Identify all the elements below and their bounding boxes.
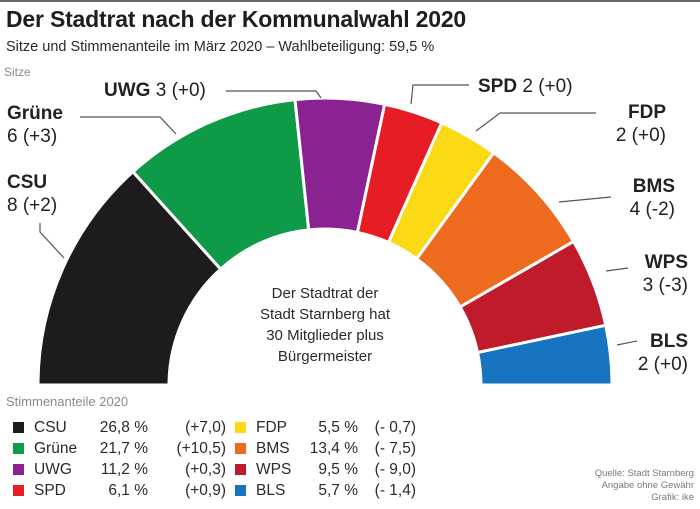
party-name: SPD — [478, 76, 518, 97]
leader-line-bls — [616, 340, 638, 346]
legend-party: Grüne — [34, 439, 78, 457]
legend-party: BMS — [256, 439, 290, 457]
party-name: BMS — [632, 176, 675, 197]
legend-vote-pct: 13,4 % — [309, 439, 358, 457]
seat-count: 2 (+0) — [615, 125, 666, 146]
party-name: FDP — [628, 102, 666, 123]
seat-label-spd: SPD 2 (+0) — [478, 75, 573, 98]
center-line: 30 Mitglieder plus — [266, 327, 384, 344]
leader-line-uwg — [226, 90, 322, 99]
leader-line-wps — [605, 267, 629, 272]
source-line: Quelle: Stadt Starnberg — [594, 468, 694, 479]
legend-vote-pct: 5,7 % — [318, 481, 358, 499]
top-rule — [0, 0, 700, 2]
leader-line-csu — [39, 223, 65, 259]
legend-vote-change: (- 7,5) — [374, 439, 416, 457]
party-name: BLS — [650, 331, 688, 352]
leader-line-fdp — [475, 112, 596, 132]
center-annotation: Der Stadtrat der Stadt Starnberg hat 30 … — [240, 283, 410, 367]
party-name: UWG — [104, 80, 151, 101]
legend-column-right: FDP 5,5 % (- 0,7) BMS 13,4 % (- 7,5) WPS… — [235, 417, 416, 501]
legend-vote-pct: 11,2 % — [100, 460, 148, 478]
legend-swatch — [235, 422, 246, 433]
legend-vote-change: (+0,9) — [185, 481, 226, 499]
party-name: CSU — [7, 172, 48, 193]
legend-vote-pct: 26,8 % — [99, 418, 148, 436]
seat-label-fdp: FDP 2 (+0) — [604, 101, 666, 147]
legend-vote-pct: 21,7 % — [99, 439, 148, 457]
center-line: Der Stadtrat der — [271, 285, 379, 302]
legend-swatch — [13, 464, 24, 475]
seats-label: Sitze — [4, 65, 31, 79]
legend-party: SPD — [34, 481, 66, 499]
source-line: Grafik: ike — [651, 492, 694, 503]
seat-count: 8 (+2) — [7, 195, 58, 216]
legend-row-wps: WPS 9,5 % (- 9,0) — [235, 459, 416, 480]
seat-segment-bls — [475, 323, 614, 387]
legend-vote-change: (+7,0) — [185, 418, 226, 436]
chart-title: Der Stadtrat nach der Kommunalwahl 2020 — [6, 6, 467, 32]
legend-row-spd: SPD 6,1 % (+0,9) — [13, 480, 226, 501]
seat-label-bls: BLS 2 (+0) — [626, 330, 688, 376]
party-name: WPS — [644, 252, 688, 273]
center-line: Bürgermeister — [277, 348, 373, 365]
seat-count: 4 (-2) — [629, 199, 675, 220]
source-line: Angabe ohne Gewähr — [601, 480, 694, 491]
seat-label-bms: BMS 4 (-2) — [613, 175, 675, 221]
legend-vote-change: (+10,5) — [176, 439, 226, 457]
legend-swatch — [235, 443, 246, 454]
legend-row-uwg: UWG 11,2 % (+0,3) — [13, 459, 226, 480]
legend-row-grune: Grüne 21,7 % (+10,5) — [13, 438, 226, 459]
legend-row-bms: BMS 13,4 % (- 7,5) — [235, 438, 416, 459]
seat-arc-chart — [36, 84, 638, 387]
legend-party: BLS — [256, 481, 286, 499]
leader-line-grune — [80, 116, 177, 135]
seat-label-uwg: UWG 3 (+0) — [104, 79, 206, 102]
legend-party: UWG — [34, 460, 72, 478]
legend-swatch — [13, 485, 24, 496]
chart-subtitle: Sitze und Stimmenanteile im März 2020 – … — [6, 39, 435, 55]
seat-count: 2 (+0) — [522, 76, 573, 97]
legend-swatch — [13, 443, 24, 454]
legend-party: WPS — [256, 460, 292, 478]
party-name: Grüne — [7, 103, 63, 124]
legend-swatch — [235, 485, 246, 496]
center-line: Stadt Starnberg hat — [259, 306, 391, 323]
leader-line-spd — [410, 84, 469, 105]
legend-vote-pct: 9,5 % — [318, 460, 358, 478]
legend-vote-change: (- 1,4) — [374, 481, 416, 499]
leader-line-bms — [558, 196, 612, 203]
seat-count: 6 (+3) — [7, 126, 58, 147]
legend-vote-pct: 6,1 % — [108, 481, 148, 499]
seat-label-grune: Grüne 6 (+3) — [7, 102, 63, 148]
legend-party: CSU — [34, 418, 67, 436]
legend-row-csu: CSU 26,8 % (+7,0) — [13, 417, 226, 438]
seat-segment-csu — [36, 169, 223, 387]
seat-count: 2 (+0) — [637, 354, 688, 375]
seat-label-csu: CSU 8 (+2) — [7, 171, 57, 217]
legend-row-fdp: FDP 5,5 % (- 0,7) — [235, 417, 416, 438]
legend-party: FDP — [256, 418, 287, 436]
legend-column-left: CSU 26,8 % (+7,0) Grüne 21,7 % (+10,5) U… — [13, 417, 226, 501]
source-note: Quelle: Stadt Starnberg Angabe ohne Gewä… — [595, 468, 694, 504]
legend-swatch — [13, 422, 24, 433]
seat-count: 3 (+0) — [155, 80, 206, 101]
legend-row-bls: BLS 5,7 % (- 1,4) — [235, 480, 416, 501]
legend-swatch — [235, 464, 246, 475]
legend-vote-change: (- 0,7) — [374, 418, 416, 436]
legend-vote-change: (- 9,0) — [374, 460, 416, 478]
legend-vote-pct: 5,5 % — [318, 418, 358, 436]
seat-label-wps: WPS 3 (-3) — [624, 251, 688, 297]
legend-title: Stimmenanteile 2020 — [6, 394, 129, 409]
legend-vote-change: (+0,3) — [185, 460, 226, 478]
seat-count: 3 (-3) — [642, 275, 688, 296]
